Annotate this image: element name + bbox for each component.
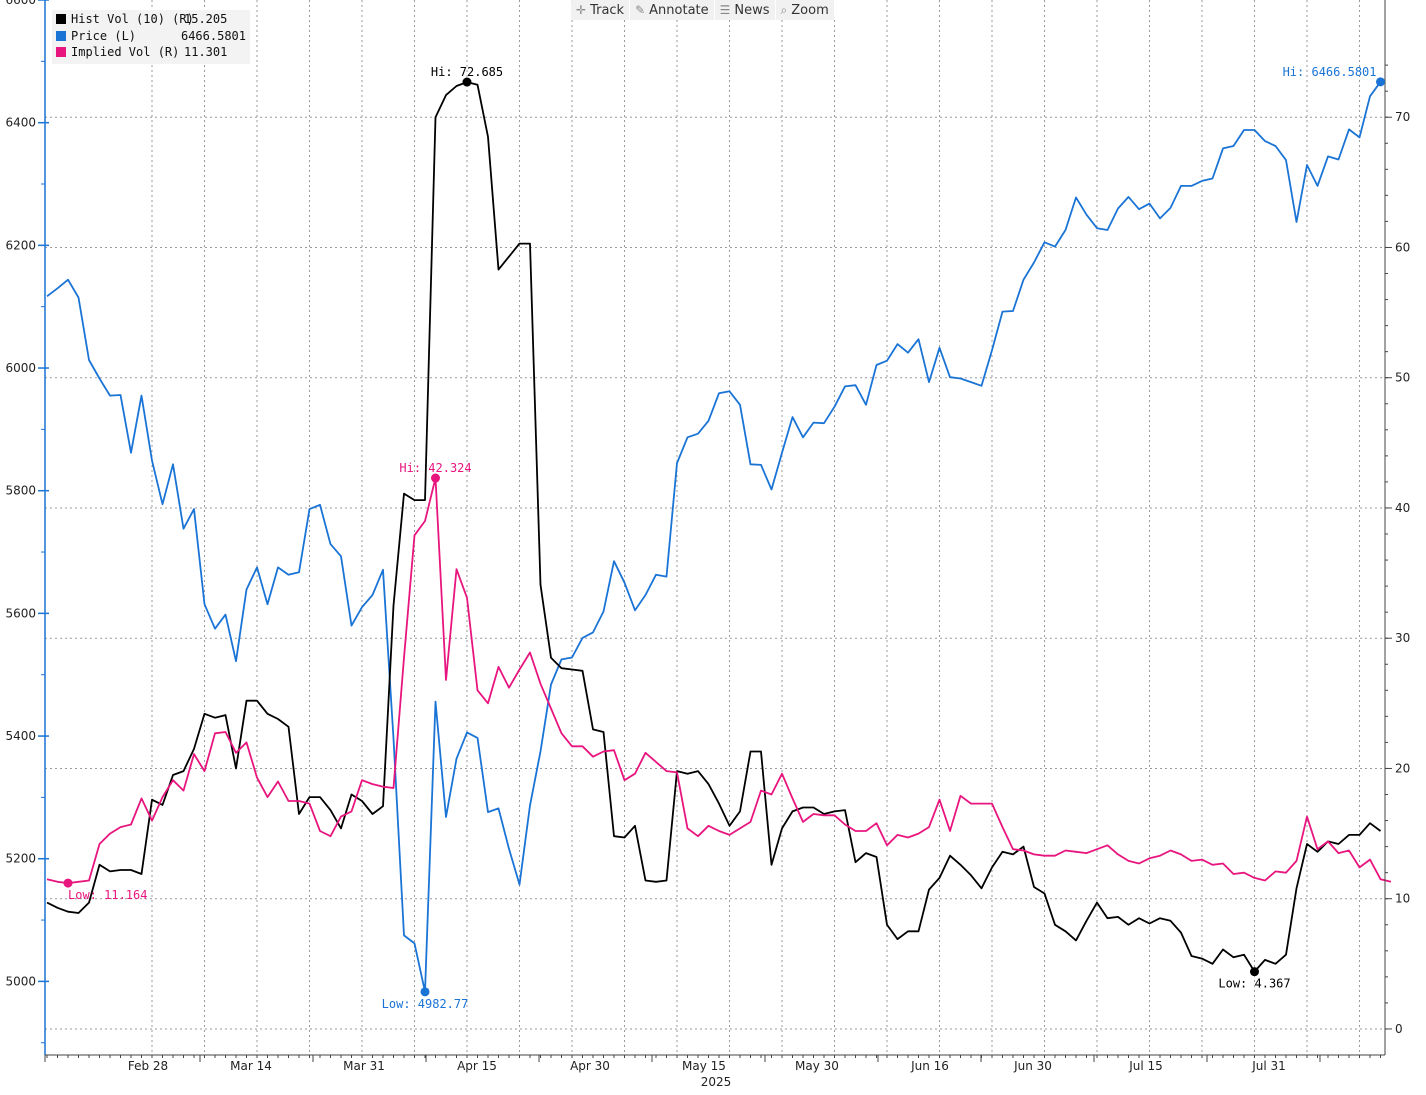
annotation-marker	[431, 473, 440, 483]
left-tick-label: 6600	[5, 0, 36, 7]
news-button[interactable]: ☰ News	[715, 0, 776, 20]
left-tick-label: 6000	[5, 361, 36, 375]
x-tick-label: Mar 31	[343, 1059, 385, 1073]
news-icon: ☰	[719, 3, 731, 17]
chart-toolbar: ✛ Track ✎ Annotate ☰ News ⌕ Zoom	[571, 0, 835, 20]
right-tick-label: 60	[1395, 240, 1410, 254]
right-tick-label: 70	[1395, 110, 1410, 124]
legend-item-price[interactable]: Price (L) 6466.5801	[56, 28, 246, 45]
left-tick-label: 6400	[5, 116, 36, 130]
x-tick-label: Apr 30	[570, 1059, 610, 1073]
left-tick-label: 5000	[5, 974, 36, 988]
track-label: Track	[590, 2, 625, 18]
left-tick-label: 5400	[5, 729, 36, 743]
series-line-price-l	[46, 81, 1382, 993]
news-label: News	[734, 2, 770, 18]
legend-swatch	[56, 30, 66, 41]
x-tick-label: Jun 30	[1013, 1059, 1052, 1073]
x-tick-label: Mar 14	[230, 1059, 272, 1073]
series-lines	[46, 81, 1392, 993]
annotation-marker	[63, 878, 73, 888]
annotation-label: Low: 4.367	[1218, 977, 1290, 991]
x-tick-label: Jul 31	[1251, 1059, 1286, 1073]
zoom-button[interactable]: ⌕ Zoom	[776, 0, 835, 20]
magnifier-icon: ⌕	[780, 2, 788, 17]
annotation-label: Low: 4982.77	[382, 997, 469, 1011]
right-tick-label: 50	[1395, 371, 1410, 385]
legend-swatch	[56, 14, 66, 25]
chart-legend: Hist Vol (10) (R) 15.205 Price (L) 6466.…	[52, 10, 250, 64]
annotation-marker	[420, 987, 430, 997]
x-tick-label: Jul 15	[1128, 1059, 1163, 1073]
right-tick-label: 40	[1395, 501, 1410, 515]
annotate-button[interactable]: ✎ Annotate	[630, 0, 715, 20]
legend-name: Price (L)	[71, 28, 137, 43]
annotate-label: Annotate	[649, 2, 709, 18]
annotation-label: Hi: 42.324	[399, 461, 471, 475]
legend-swatch	[56, 47, 66, 58]
annotations: Hi: 72.685 Low: 4.367 Hi: 6466.5801 Low: 49…	[63, 65, 1385, 1011]
legend-name: Implied Vol (R)	[71, 45, 180, 60]
legend-item-hist-vol[interactable]: Hist Vol (10) (R) 15.205	[56, 11, 246, 28]
legend-value: 6466.5801	[180, 28, 246, 43]
crosshair-icon: ✛	[576, 3, 587, 17]
x-tick-label: Feb 28	[128, 1059, 168, 1073]
x-year-label: 2025	[701, 1075, 732, 1089]
left-tick-label: 6200	[5, 238, 36, 252]
axes: 5000 5200 5400 5600 5800 6000 6200 6400 6600 0 10 2…	[5, 0, 1410, 1089]
legend-item-implied-vol[interactable]: Implied Vol (R) 11.301	[56, 44, 246, 61]
right-tick-label: 0	[1395, 1022, 1403, 1036]
right-tick-label: 10	[1395, 892, 1410, 906]
annotation-label: Hi: 72.685	[431, 65, 503, 79]
annotation-label: Hi: 6466.5801	[1283, 65, 1377, 79]
legend-value: 15.205	[184, 12, 228, 27]
left-tick-label: 5800	[5, 484, 36, 498]
grid-lines	[45, 0, 1385, 1055]
legend-name: Hist Vol (10) (R)	[71, 12, 194, 27]
x-tick-label: May 30	[795, 1059, 839, 1073]
x-tick-label: Apr 15	[457, 1059, 497, 1073]
x-tick-label: May 15	[682, 1059, 726, 1073]
annotation-marker	[1250, 967, 1259, 977]
annotation-marker	[462, 77, 472, 87]
x-tick-label: Jun 16	[910, 1059, 949, 1073]
pencil-icon: ✎	[635, 3, 646, 17]
zoom-label: Zoom	[791, 2, 829, 18]
annotation-label: Low: 11.164	[68, 888, 147, 902]
annotation-marker	[1376, 77, 1385, 87]
legend-value: 11.301	[184, 45, 228, 60]
series-line-hist-vol-10-r	[46, 81, 1382, 973]
left-tick-label: 5600	[5, 606, 36, 620]
left-tick-label: 5200	[5, 852, 36, 866]
series-line-implied-vol-r	[46, 477, 1392, 884]
right-tick-label: 30	[1395, 631, 1410, 645]
track-button[interactable]: ✛ Track	[571, 0, 631, 20]
right-tick-label: 20	[1395, 761, 1410, 775]
